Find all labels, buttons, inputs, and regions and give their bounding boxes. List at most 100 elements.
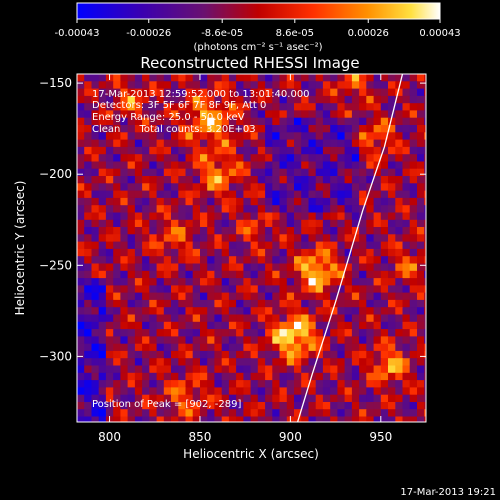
heatmap-cell: [149, 154, 158, 163]
heatmap-cell: [395, 299, 404, 308]
heatmap-cell: [207, 161, 215, 170]
heatmap-cell: [257, 161, 266, 170]
heatmap-cell: [178, 307, 187, 316]
heatmap-cell: [315, 117, 324, 126]
heatmap-cell: [221, 314, 230, 323]
heatmap-cell: [308, 380, 317, 388]
heatmap-cell: [301, 263, 309, 272]
heatmap-cell: [337, 183, 346, 192]
heatmap-cell: [84, 248, 92, 257]
y-tick-label: −300: [39, 349, 72, 363]
heatmap-cell: [236, 278, 244, 286]
heatmap-cell: [257, 110, 266, 119]
heatmap-cell: [308, 372, 317, 381]
heatmap-cell: [301, 307, 309, 316]
heatmap-cell: [409, 416, 418, 422]
heatmap-cell: [279, 314, 288, 323]
heatmap-cell: [301, 256, 309, 265]
heatmap-cell: [380, 74, 389, 82]
heatmap-cell: [98, 241, 107, 250]
heatmap-cell: [344, 372, 353, 381]
heatmap-cell: [163, 110, 172, 119]
heatmap-cell: [113, 394, 121, 403]
heatmap-cell: [388, 183, 396, 192]
heatmap-cell: [279, 343, 288, 352]
heatmap-cell: [192, 95, 201, 104]
heatmap-cell: [250, 394, 259, 403]
heatmap-cell: [156, 227, 165, 235]
heatmap-cell: [272, 212, 281, 221]
heatmap-cell: [272, 183, 281, 192]
heatmap-cell: [308, 358, 317, 367]
heatmap-cell: [142, 227, 150, 235]
y-axis-label: Heliocentric Y (arcsec): [13, 181, 27, 316]
heatmap-cell: [149, 409, 158, 418]
heatmap-cell: [91, 139, 100, 148]
heatmap-cell: [279, 292, 288, 301]
heatmap-cell: [221, 212, 230, 221]
heatmap-cell: [417, 278, 425, 286]
heatmap-cell: [424, 139, 426, 148]
heatmap-cell: [388, 161, 396, 170]
heatmap-cell: [214, 285, 223, 294]
heatmap-cell: [417, 110, 425, 119]
heatmap-cell: [344, 380, 353, 388]
heatmap-cell: [366, 125, 375, 133]
heatmap-cell: [308, 168, 317, 177]
heatmap-cell: [294, 365, 302, 374]
heatmap-cell: [120, 190, 129, 199]
heatmap-cell: [315, 219, 324, 228]
heatmap-cell: [120, 329, 129, 337]
heatmap-cell: [84, 219, 92, 228]
heatmap-cell: [301, 299, 309, 308]
heatmap-cell: [322, 103, 331, 112]
heatmap-cell: [388, 270, 396, 279]
heatmap-cell: [228, 81, 237, 90]
colorbar-tick-label: 8.6e-05: [276, 28, 314, 39]
heatmap-cell: [113, 314, 121, 323]
heatmap-cell: [366, 190, 375, 199]
heatmap-cell: [308, 139, 317, 148]
heatmap-cell: [294, 219, 302, 228]
heatmap-cell: [105, 394, 114, 403]
heatmap-cell: [359, 416, 367, 422]
heatmap-cell: [395, 219, 404, 228]
heatmap-cell: [171, 402, 179, 410]
heatmap-cell: [214, 168, 223, 177]
solar-limb-line: [296, 74, 404, 422]
colorbar-gradient: [77, 3, 440, 19]
heatmap-cell: [308, 241, 317, 250]
heatmap-cell: [250, 146, 259, 155]
heatmap-cell: [351, 132, 360, 141]
heatmap-cell: [84, 205, 92, 214]
heatmap-cell: [279, 285, 288, 294]
heatmap-cell: [388, 278, 396, 286]
heatmap-cell: [178, 263, 187, 272]
heatmap-cell: [120, 343, 129, 352]
heatmap-cell: [221, 74, 230, 82]
heatmap-cell: [214, 241, 223, 250]
plot-area: 800 850 900 950−150−200−250−300 17-Mar-2013…: [39, 73, 427, 444]
heatmap-cell: [380, 299, 389, 308]
heatmap-cell: [200, 241, 208, 250]
heatmap-cell: [221, 270, 230, 279]
heatmap-cell: [77, 234, 85, 243]
heatmap-cell: [294, 146, 302, 155]
heatmap-cell: [337, 227, 346, 235]
heatmap-cell: [373, 132, 382, 141]
heatmap-cell: [308, 212, 317, 221]
heatmap-cell: [207, 81, 215, 90]
heatmap-cell: [330, 154, 338, 163]
heatmap-cell: [156, 103, 165, 112]
heatmap-cell: [417, 372, 425, 381]
heatmap-cell: [257, 263, 266, 272]
heatmap-cell: [127, 74, 136, 82]
heatmap-cell: [424, 212, 426, 221]
heatmap-cell: [250, 292, 259, 301]
heatmap-cell: [91, 81, 100, 90]
heatmap-cell: [424, 299, 426, 308]
heatmap-cell: [351, 387, 360, 396]
heatmap-cell: [192, 168, 201, 177]
heatmap-cell: [257, 212, 266, 221]
heatmap-cell: [294, 227, 302, 235]
